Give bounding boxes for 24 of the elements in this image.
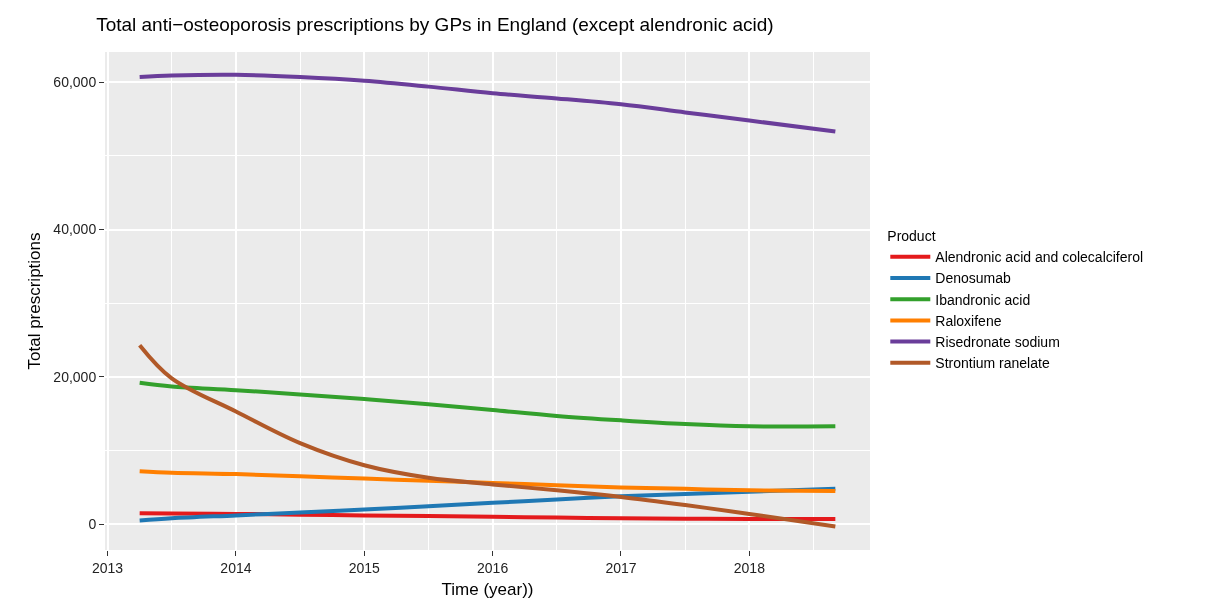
line-series	[137, 380, 838, 429]
y-tick-label: 0	[88, 516, 97, 533]
legend-label: Risedronate sodium	[935, 334, 1060, 351]
x-tick-label: 2013	[91, 559, 124, 576]
line-series	[137, 72, 838, 134]
legend-label: Denosumab	[935, 270, 1011, 287]
x-tick-label: 2016	[477, 559, 509, 576]
legend-label: Alendronic acid and colecalciferol	[935, 249, 1144, 266]
x-tick-label: 2017	[605, 559, 637, 576]
line-series	[137, 343, 838, 529]
line-series	[137, 469, 838, 494]
legend-title: Product	[887, 228, 936, 245]
legend-label: Ibandronic acid	[935, 291, 1031, 308]
y-tick-label: 60,000	[53, 74, 97, 91]
x-tick-label: 2018	[733, 559, 766, 576]
x-tick-label: 2015	[348, 559, 381, 576]
y-tick-label: 40,000	[53, 221, 97, 238]
y-axis-title: Total prescriptions	[24, 232, 44, 370]
chart-title: Total anti−osteoporosis prescriptions by GPs in England (except alendronic acid)	[96, 14, 774, 36]
x-tick-label: 2014	[220, 559, 252, 576]
x-axis-title: Time (year))	[441, 580, 534, 600]
legend-label: Strontium ranelate	[935, 355, 1050, 372]
legend-label: Raloxifene	[935, 312, 1002, 329]
y-tick-label: 20,000	[53, 368, 97, 385]
